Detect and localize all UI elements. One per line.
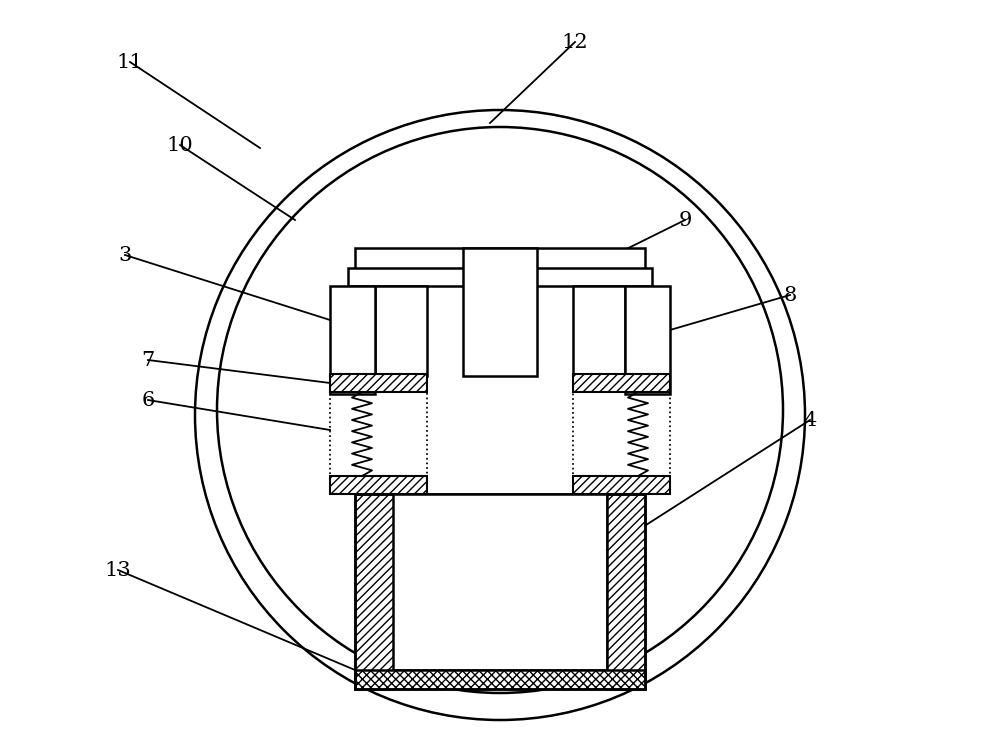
Bar (393, 494, 607, 670)
Bar (573, 374, 670, 494)
Text: 6: 6 (141, 391, 155, 410)
Bar (573, 286, 625, 376)
Bar (625, 286, 670, 394)
Bar (348, 268, 652, 286)
Text: 3: 3 (118, 245, 132, 265)
Bar (573, 476, 670, 494)
Bar (355, 670, 645, 689)
Bar (607, 494, 645, 689)
Bar (330, 286, 375, 394)
Text: 12: 12 (562, 32, 588, 52)
Text: 8: 8 (783, 285, 797, 304)
Text: 11: 11 (117, 52, 143, 71)
Bar (330, 476, 427, 494)
Bar (355, 494, 645, 689)
Bar (463, 248, 537, 376)
Bar (355, 494, 393, 689)
Text: 13: 13 (105, 561, 131, 579)
Bar (375, 286, 427, 376)
Bar (330, 374, 427, 494)
Bar (394, 495, 606, 669)
Bar (330, 374, 427, 392)
Text: 7: 7 (141, 351, 155, 369)
Text: 4: 4 (803, 411, 817, 430)
Bar (573, 374, 670, 392)
Text: 9: 9 (678, 211, 692, 229)
Bar (355, 248, 645, 270)
Text: 10: 10 (167, 136, 193, 155)
